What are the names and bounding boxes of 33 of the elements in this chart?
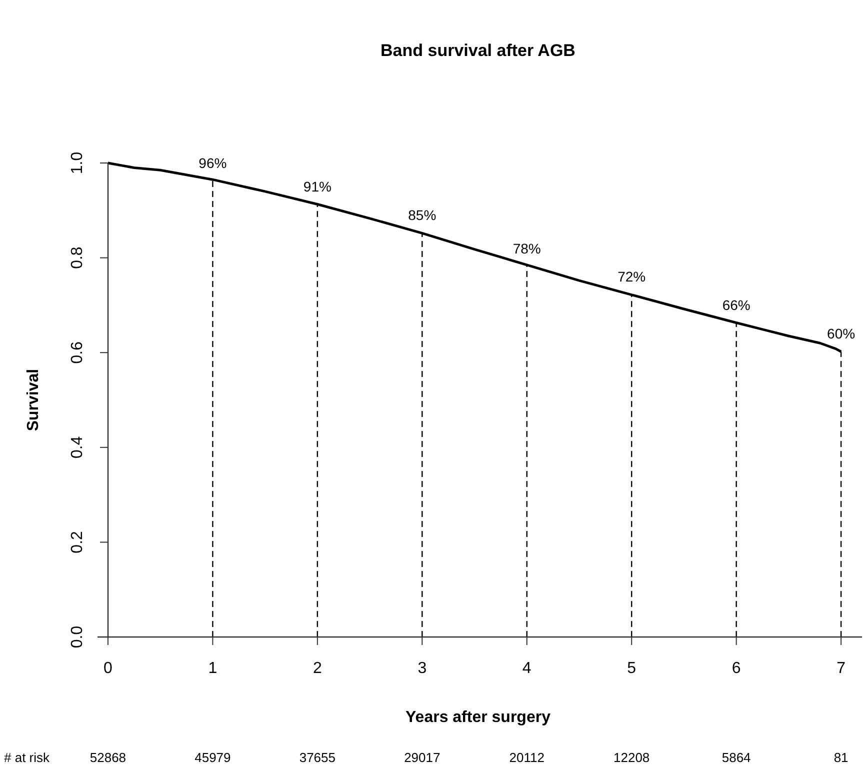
text: # at risk bbox=[4, 750, 50, 765]
x-tick-label: 0 bbox=[104, 660, 113, 677]
x-tick-label: 4 bbox=[522, 660, 532, 677]
chart-title: Band survival after AGB bbox=[380, 41, 576, 60]
x-tick-label: 3 bbox=[418, 660, 427, 677]
text: 45979 bbox=[194, 750, 231, 765]
y-tick-label: 1.0 bbox=[69, 152, 86, 174]
x-tick-label: 5 bbox=[627, 660, 636, 677]
annotation: 85% bbox=[408, 207, 436, 224]
y-tick-label: 0.4 bbox=[69, 436, 86, 459]
text: 12208 bbox=[614, 750, 650, 765]
annotation: 60% bbox=[827, 326, 856, 342]
annotation: 78% bbox=[512, 240, 541, 256]
text: 29017 bbox=[404, 750, 440, 765]
x-tick-label: 2 bbox=[312, 660, 322, 677]
annotation: 91% bbox=[303, 178, 332, 195]
text: 20112 bbox=[509, 750, 544, 765]
y-tick-label: 0.6 bbox=[69, 341, 86, 364]
x-axis-title: Years after surgery bbox=[406, 709, 551, 726]
annotation: 66% bbox=[722, 297, 750, 314]
x-tick-label: 6 bbox=[732, 660, 741, 677]
y-tick-label: 0.2 bbox=[69, 530, 86, 554]
x-tick-label: 1 bbox=[208, 660, 218, 677]
text: 5864 bbox=[722, 750, 751, 765]
text: 81 bbox=[834, 750, 848, 765]
annotation: 72% bbox=[618, 268, 646, 285]
text: 52868 bbox=[90, 750, 126, 765]
y-tick-label: 0.0 bbox=[69, 626, 86, 648]
annotation: 96% bbox=[198, 154, 227, 171]
x-tick-label: 7 bbox=[836, 660, 846, 677]
text: 37655 bbox=[299, 750, 336, 765]
y-tick-label: 0.8 bbox=[69, 246, 86, 269]
y-axis-title: Survival bbox=[25, 368, 42, 432]
